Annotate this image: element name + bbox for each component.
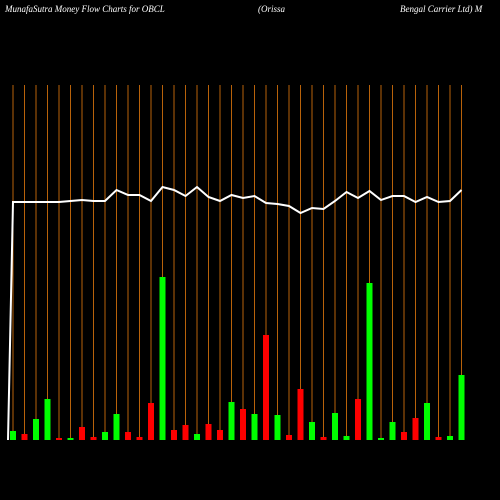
bar — [389, 422, 396, 440]
money-flow-line — [7, 185, 463, 441]
bar — [182, 425, 189, 440]
bar — [251, 414, 258, 440]
bar — [447, 436, 453, 440]
bar — [79, 427, 85, 440]
bar — [458, 375, 465, 440]
bar — [194, 434, 200, 440]
bar — [205, 424, 212, 440]
bar — [435, 437, 442, 440]
bar — [67, 438, 74, 440]
bar — [44, 399, 51, 440]
bar — [401, 432, 407, 440]
bar — [228, 402, 235, 440]
chart-title: MunafaSutra Money Flow Charts for OBCL — [4, 4, 165, 14]
bar — [10, 431, 16, 440]
bar — [217, 430, 223, 440]
bar — [148, 403, 154, 440]
bar — [366, 283, 373, 440]
bar — [56, 438, 62, 440]
bar — [113, 414, 120, 440]
bar — [309, 422, 315, 440]
bar — [90, 437, 97, 440]
bar — [125, 432, 131, 440]
bar — [286, 435, 292, 440]
chart-title: (Orissa — [258, 4, 286, 14]
bar — [378, 438, 384, 440]
bar — [343, 436, 350, 440]
chart-title: Bengal Carrier Ltd) M — [400, 4, 483, 14]
bar — [320, 437, 327, 440]
bar — [412, 418, 419, 440]
bar — [21, 434, 28, 440]
bar — [159, 277, 166, 440]
bar — [355, 399, 361, 440]
bar — [33, 419, 39, 440]
bar — [102, 432, 108, 440]
bar — [263, 335, 269, 440]
bar — [240, 409, 246, 440]
bar — [171, 430, 177, 440]
bar — [332, 413, 338, 440]
bar — [136, 437, 143, 440]
bar — [424, 403, 430, 440]
bar — [297, 389, 304, 440]
bar — [274, 415, 281, 440]
